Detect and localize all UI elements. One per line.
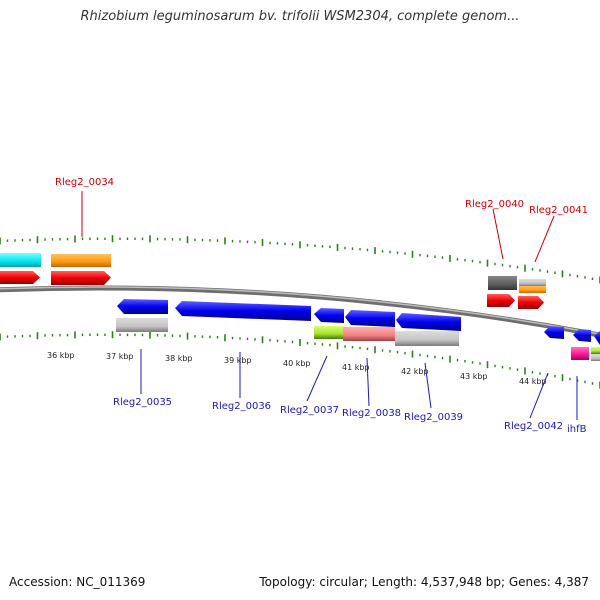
accession-text: Accession: NC_011369 bbox=[9, 575, 146, 589]
gene-arrow-red[interactable] bbox=[518, 296, 544, 309]
gene-label[interactable]: Rleg2_0038 bbox=[342, 408, 401, 419]
bottom-tick-track bbox=[0, 331, 600, 389]
gene-label[interactable]: Rleg2_0034 bbox=[55, 177, 114, 188]
gene-label[interactable]: Rleg2_0037 bbox=[280, 405, 339, 416]
gene-arrow-blue[interactable] bbox=[544, 326, 564, 339]
gene-arrow-blue[interactable] bbox=[314, 308, 344, 323]
page-title: Rhizobium leguminosarum bv. trifolii WSM… bbox=[80, 9, 520, 24]
kbp-label: 44 kbp bbox=[519, 377, 547, 386]
reverse-strand-genes bbox=[116, 299, 600, 361]
gene-arrow-blue[interactable] bbox=[175, 301, 311, 321]
gene-feature-magenta[interactable] bbox=[571, 347, 589, 360]
gene-label[interactable]: Rleg2_0036 bbox=[212, 401, 271, 412]
kbp-label: 41 kbp bbox=[342, 363, 370, 372]
gene-label[interactable]: Rleg2_0041 bbox=[529, 205, 588, 216]
gene-feature-gray[interactable] bbox=[591, 354, 600, 361]
genome-backbone-highlight bbox=[0, 286, 600, 335]
kbp-label: 39 kbp bbox=[224, 356, 252, 365]
gene-arrow-blue[interactable] bbox=[345, 310, 395, 327]
kbp-label: 38 kbp bbox=[165, 354, 193, 363]
kbp-scale: 36 kbp 37 kbp 38 kbp 39 kbp 40 kbp 41 kb… bbox=[47, 351, 547, 386]
gene-feature-orange[interactable] bbox=[51, 254, 111, 267]
genome-backbone bbox=[0, 285, 600, 338]
kbp-label: 42 kbp bbox=[401, 367, 429, 376]
kbp-label: 37 kbp bbox=[106, 352, 134, 361]
gene-feature-green[interactable] bbox=[591, 347, 600, 354]
gene-label[interactable]: ihfB bbox=[567, 424, 587, 435]
kbp-label: 43 kbp bbox=[460, 372, 488, 381]
label-leaders bbox=[81, 191, 578, 420]
gene-label[interactable]: Rleg2_0040 bbox=[465, 199, 524, 210]
gene-arrow-blue[interactable] bbox=[117, 299, 168, 314]
gene-feature-green[interactable] bbox=[314, 326, 343, 339]
gene-label[interactable]: Rleg2_0039 bbox=[404, 412, 463, 423]
gene-arrow-blue[interactable] bbox=[594, 331, 600, 345]
reverse-gene-labels: Rleg2_0035 Rleg2_0036 Rleg2_0037 Rleg2_0… bbox=[113, 397, 587, 435]
gene-arrow-blue[interactable] bbox=[573, 329, 591, 342]
gene-arrow-blue[interactable] bbox=[396, 313, 461, 331]
gene-feature-cyan[interactable] bbox=[0, 253, 41, 267]
genome-summary-text: Topology: circular; Length: 4,537,948 bp… bbox=[259, 575, 589, 589]
kbp-label: 40 kbp bbox=[283, 359, 311, 368]
gene-arrow-red[interactable] bbox=[487, 294, 515, 307]
gene-feature-gray[interactable] bbox=[395, 331, 459, 346]
gene-arrow-red[interactable] bbox=[0, 271, 40, 284]
gene-feature-gray[interactable] bbox=[519, 279, 546, 286]
gene-feature-gray[interactable] bbox=[116, 318, 168, 332]
gene-label[interactable]: Rleg2_0035 bbox=[113, 397, 172, 408]
forward-gene-labels: Rleg2_0034 Rleg2_0040 Rleg2_0041 bbox=[55, 177, 588, 216]
gene-arrow-red[interactable] bbox=[51, 271, 111, 285]
gene-feature-pink[interactable] bbox=[343, 327, 395, 341]
kbp-label: 36 kbp bbox=[47, 351, 75, 360]
gene-label[interactable]: Rleg2_0042 bbox=[504, 421, 563, 432]
top-tick-track bbox=[0, 235, 600, 284]
gene-feature-dark-gray[interactable] bbox=[488, 276, 517, 290]
forward-strand-genes bbox=[0, 253, 546, 309]
gene-feature-orange[interactable] bbox=[519, 286, 546, 293]
